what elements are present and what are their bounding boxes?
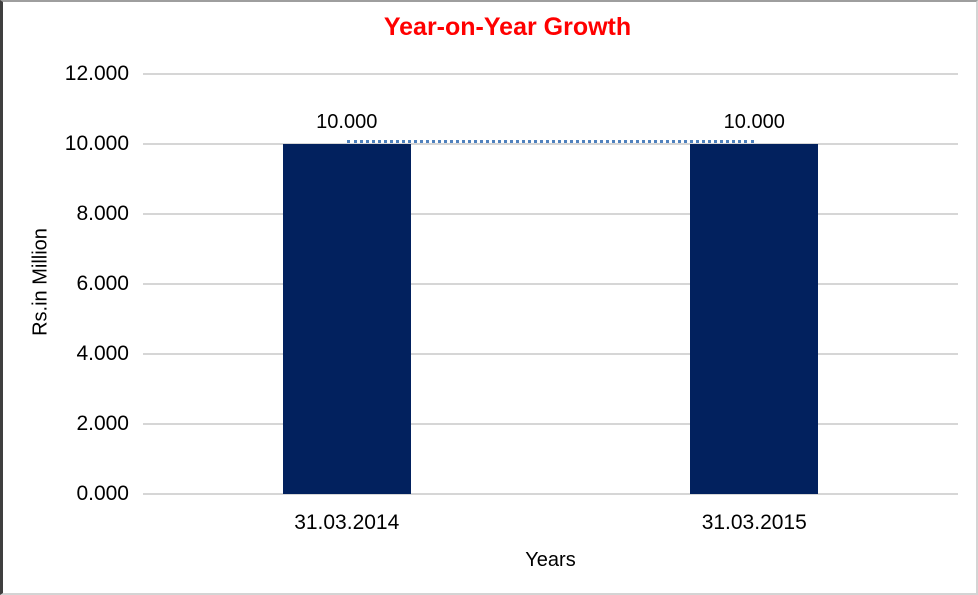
trendline: [346, 140, 755, 143]
y-gridline: [143, 143, 958, 145]
bar-31.03.2014: [282, 144, 411, 494]
bar-31.03.2015: [690, 144, 819, 494]
y-tick-label: 0.000: [76, 482, 129, 505]
y-tick-label: 8.000: [76, 202, 129, 225]
y-gridline: [143, 353, 958, 355]
y-gridline: [143, 423, 958, 425]
y-gridline: [143, 493, 958, 495]
y-tick-label: 2.000: [76, 412, 129, 435]
y-tick-label: 10.000: [64, 132, 129, 155]
chart-title: Year-on-Year Growth: [383, 13, 632, 41]
y-gridline: [143, 213, 958, 215]
x-tick-label: 31.03.2014: [294, 511, 400, 534]
y-tick-label: 6.000: [76, 272, 129, 295]
x-axis-title: Years: [525, 549, 576, 571]
plot-area: 10.000 10.000: [143, 73, 958, 495]
y-gridline: [143, 283, 958, 285]
bar-data-label: 10.000: [316, 111, 378, 133]
y-tick-label: 4.000: [76, 342, 129, 365]
y-tick-label: 12.000: [64, 62, 129, 85]
x-tick-label: 31.03.2015: [701, 511, 807, 534]
bar-data-label: 10.000: [723, 111, 785, 133]
y-gridline: [143, 73, 958, 75]
